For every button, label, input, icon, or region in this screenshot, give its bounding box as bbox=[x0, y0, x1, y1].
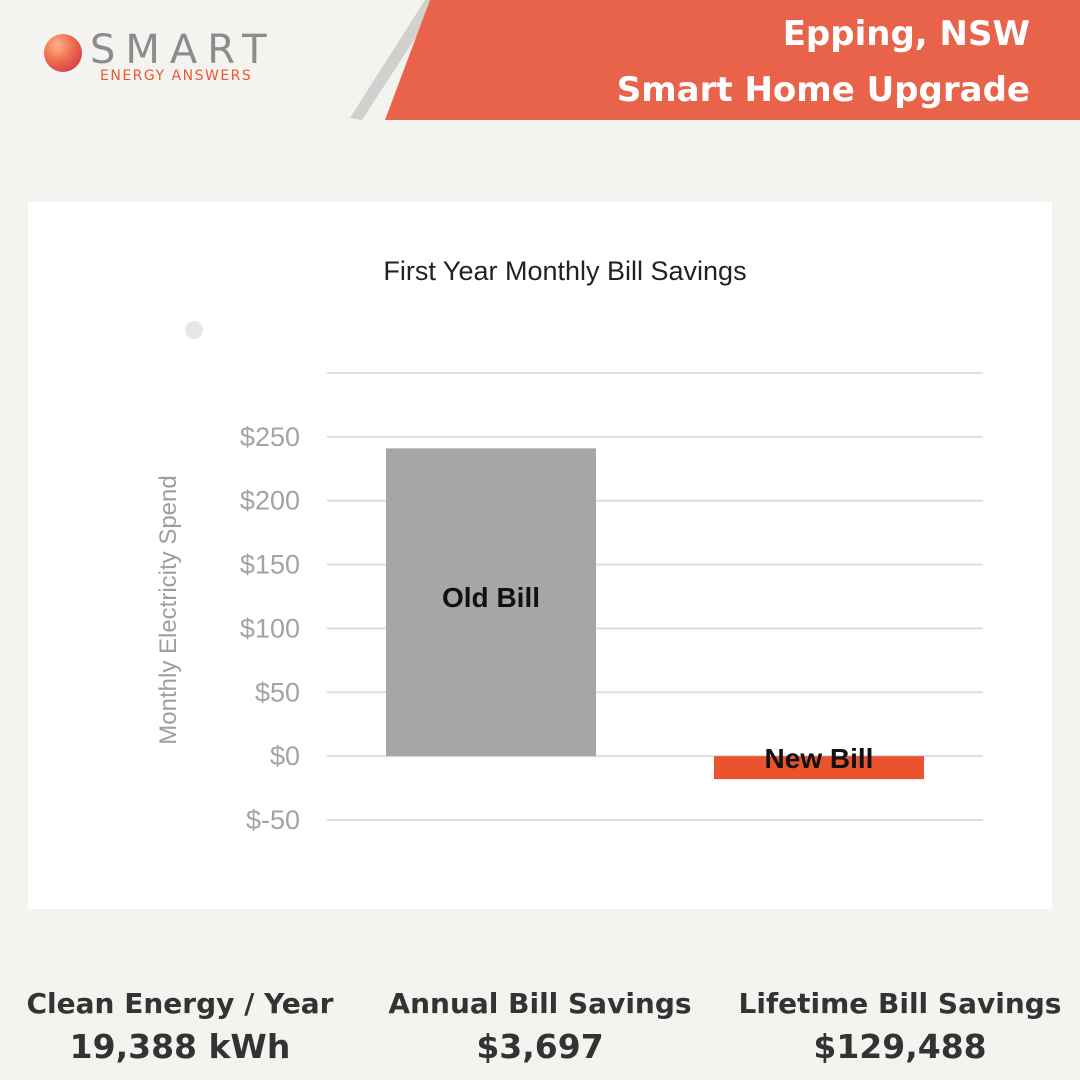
y-axis-label: Monthly Electricity Spend bbox=[155, 475, 182, 744]
y-tick-label: $200 bbox=[240, 486, 300, 516]
brand-logo: SMART ENERGY ANSWERS bbox=[44, 27, 304, 88]
bill-savings-chart: First Year Monthly Bill Savings Monthly … bbox=[155, 256, 983, 835]
y-tick-label: $0 bbox=[270, 741, 300, 771]
stat-label: Annual Bill Savings bbox=[388, 987, 692, 1020]
y-tick-label: $250 bbox=[240, 422, 300, 452]
chart-title: First Year Monthly Bill Savings bbox=[383, 256, 746, 286]
logo-wordmark: SMART bbox=[90, 27, 277, 73]
y-tick-label: $100 bbox=[240, 613, 300, 643]
stat-value: $3,697 bbox=[476, 1027, 604, 1066]
legend-marker bbox=[185, 321, 203, 339]
bar-data-label: Old Bill bbox=[442, 582, 540, 613]
stat-label: Lifetime Bill Savings bbox=[738, 987, 1062, 1020]
header-banner bbox=[0, 0, 1080, 120]
bar-data-label: New Bill bbox=[765, 743, 874, 774]
chart-card: First Year Monthly Bill Savings Monthly … bbox=[28, 202, 1052, 909]
stat-value: $129,488 bbox=[813, 1027, 987, 1066]
stat-value: 19,388 kWh bbox=[69, 1027, 291, 1066]
y-tick-label: $50 bbox=[255, 677, 300, 707]
stat-label: Clean Energy / Year bbox=[26, 987, 334, 1020]
logo-tagline: ENERGY ANSWERS bbox=[100, 68, 253, 84]
stat-lifetime-savings: Lifetime Bill Savings $129,488 bbox=[720, 984, 1080, 1070]
header-accent-shape bbox=[385, 0, 1080, 120]
stat-annual-savings: Annual Bill Savings $3,697 bbox=[360, 984, 720, 1070]
stat-clean-energy: Clean Energy / Year 19,388 kWh bbox=[0, 984, 360, 1070]
y-tick-label: $150 bbox=[240, 550, 300, 580]
bar-old-bill bbox=[386, 448, 596, 757]
header-location: Epping, NSW bbox=[782, 14, 1030, 54]
header-subtitle: Smart Home Upgrade bbox=[616, 70, 1030, 110]
bar-new-bill bbox=[714, 756, 924, 780]
logo-orb-icon bbox=[44, 34, 82, 72]
y-tick-label: $-50 bbox=[246, 805, 300, 835]
